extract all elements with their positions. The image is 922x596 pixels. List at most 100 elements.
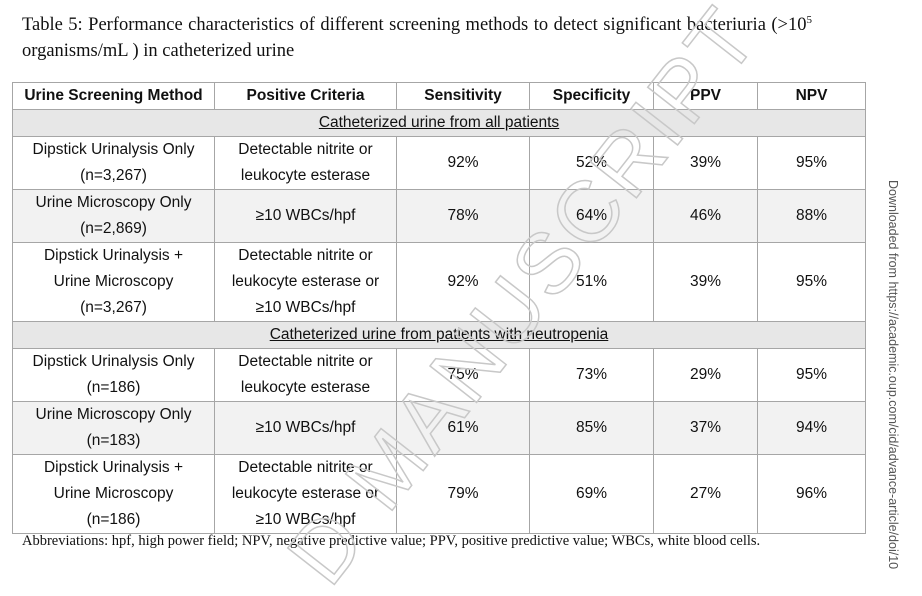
cell-line: 92% xyxy=(447,154,479,171)
table-cell: ≥10 WBCs/hpf xyxy=(214,189,397,243)
footnote: Abbreviations: hpf, high power field; NP… xyxy=(22,533,761,549)
download-note: Downloaded from https://academic.oup.com… xyxy=(886,180,900,570)
cell-line: Detectable nitrite or xyxy=(238,459,373,476)
cell-line: 46% xyxy=(689,207,722,224)
table-cell: 37% xyxy=(653,401,758,455)
table-cell: 75% xyxy=(396,348,530,402)
table-cell: 69% xyxy=(529,454,654,534)
table-cell: 39% xyxy=(653,136,758,190)
cell-line: Urine Microscopy Only xyxy=(35,406,192,423)
header-cell: Positive Criteria xyxy=(214,82,397,110)
table-cell: Detectable nitrite or leukocyte esterase … xyxy=(214,242,397,322)
header-cell: Sensitivity xyxy=(396,82,530,110)
cell-line: ≥10 WBCs/hpf xyxy=(255,299,356,316)
cell-line: Dipstick Urinalysis Only xyxy=(32,141,195,158)
cell-line: 75% xyxy=(447,366,479,383)
table-cell: Dipstick Urinalysis Only (n=3,267) xyxy=(12,136,215,190)
cell-line: leukocyte esterase xyxy=(240,167,371,184)
cell-line: ≥10 WBCs/hpf xyxy=(255,419,356,436)
data-row: Dipstick Urinalysis Only (n=3,267) Detecta… xyxy=(12,136,866,190)
cell-line: (n=2,869) xyxy=(80,220,147,237)
table-cell: 79% xyxy=(396,454,530,534)
table-cell: 92% xyxy=(396,242,530,322)
cell-line: (n=3,267) xyxy=(80,299,147,316)
table-cell: Urine Microscopy Only (n=2,869) xyxy=(12,189,215,243)
table-cell: ≥10 WBCs/hpf xyxy=(214,401,397,455)
section-row: Catheterized urine from patients with ne… xyxy=(12,321,866,349)
table-caption: Table 5: Performance characteristics of … xyxy=(22,12,812,64)
table-cell: 92% xyxy=(396,136,530,190)
data-row: Dipstick Urinalysis + Urine Microscopy (n=… xyxy=(12,242,866,322)
table-cell: Detectable nitrite or leukocyte esterase … xyxy=(214,454,397,534)
table-cell: 29% xyxy=(653,348,758,402)
cell-line: leukocyte esterase or xyxy=(231,485,380,502)
table-cell: 39% xyxy=(653,242,758,322)
data-row: Dipstick Urinalysis Only (n=186) Detectabl… xyxy=(12,348,866,402)
table-cell: 64% xyxy=(529,189,654,243)
cell-line: 37% xyxy=(689,419,722,436)
table-cell: 27% xyxy=(653,454,758,534)
cell-line: 95% xyxy=(795,154,828,171)
cell-line: 85% xyxy=(575,419,608,436)
cell-line: Urine Microscopy Only xyxy=(35,194,192,211)
table-cell: Detectable nitrite or leukocyte esterase xyxy=(214,136,397,190)
cell-line: Dipstick Urinalysis + xyxy=(43,459,184,476)
table-cell: 51% xyxy=(529,242,654,322)
caption-text: organisms/mL ) in catheterized urine xyxy=(22,41,295,61)
table-cell: 85% xyxy=(529,401,654,455)
cell-line: 78% xyxy=(447,207,479,224)
table-cell: Dipstick Urinalysis + Urine Microscopy (n=… xyxy=(12,454,215,534)
cell-line: Urine Microscopy xyxy=(53,273,174,290)
table-cell: 61% xyxy=(396,401,530,455)
cell-line: 39% xyxy=(689,273,722,290)
caption-superscript: 5 xyxy=(806,13,813,26)
data-row: Urine Microscopy Only (n=2,869) ≥10 WBCs/h… xyxy=(12,189,866,243)
section-title: Catheterized urine from patients with ne… xyxy=(12,321,866,349)
table-cell: Urine Microscopy Only (n=183) xyxy=(12,401,215,455)
cell-line: 52% xyxy=(575,154,608,171)
cell-line: 51% xyxy=(575,273,608,290)
cell-line: 96% xyxy=(795,485,828,502)
table-cell: 95% xyxy=(757,348,866,402)
table-cell: 78% xyxy=(396,189,530,243)
table-cell: 52% xyxy=(529,136,654,190)
cell-line: Dipstick Urinalysis + xyxy=(43,247,184,264)
cell-line: Dipstick Urinalysis Only xyxy=(32,353,195,370)
caption-text: Table 5: Performance characteristics of … xyxy=(22,15,807,35)
table-cell: 96% xyxy=(757,454,866,534)
cell-line: leukocyte esterase xyxy=(240,379,371,396)
cell-line: 29% xyxy=(689,366,722,383)
cell-line: leukocyte esterase or xyxy=(231,273,380,290)
section-row: Catheterized urine from all patients xyxy=(12,109,866,137)
table-cell: 95% xyxy=(757,242,866,322)
cell-line: ≥10 WBCs/hpf xyxy=(255,207,356,224)
table-cell: Dipstick Urinalysis + Urine Microscopy (n=… xyxy=(12,242,215,322)
cell-line: 88% xyxy=(795,207,828,224)
cell-line: 73% xyxy=(575,366,608,383)
cell-line: (n=186) xyxy=(86,379,141,396)
header-cell: Urine Screening Method xyxy=(12,82,215,110)
data-row: Urine Microscopy Only (n=183) ≥10 WBCs/hpf… xyxy=(12,401,866,455)
section-title: Catheterized urine from all patients xyxy=(12,109,866,137)
table-cell: Detectable nitrite or leukocyte esterase xyxy=(214,348,397,402)
table-cell: 88% xyxy=(757,189,866,243)
cell-line: Detectable nitrite or xyxy=(238,353,373,370)
data-table: Urine Screening Method Positive Criteria S… xyxy=(12,82,866,534)
data-row: Dipstick Urinalysis + Urine Microscopy (n=… xyxy=(12,454,866,534)
header-cell: NPV xyxy=(757,82,866,110)
table-cell: 95% xyxy=(757,136,866,190)
cell-line: 27% xyxy=(689,485,722,502)
cell-line: ≥10 WBCs/hpf xyxy=(255,511,356,528)
cell-line: 95% xyxy=(795,366,828,383)
cell-line: 79% xyxy=(447,485,479,502)
cell-line: (n=183) xyxy=(86,432,141,449)
cell-line: 94% xyxy=(795,419,828,436)
cell-line: (n=186) xyxy=(86,511,141,528)
cell-line: 64% xyxy=(575,207,608,224)
cell-line: 39% xyxy=(689,154,722,171)
cell-line: 92% xyxy=(447,273,479,290)
cell-line: Detectable nitrite or xyxy=(238,141,373,158)
table-cell: Dipstick Urinalysis Only (n=186) xyxy=(12,348,215,402)
header-cell: PPV xyxy=(653,82,758,110)
